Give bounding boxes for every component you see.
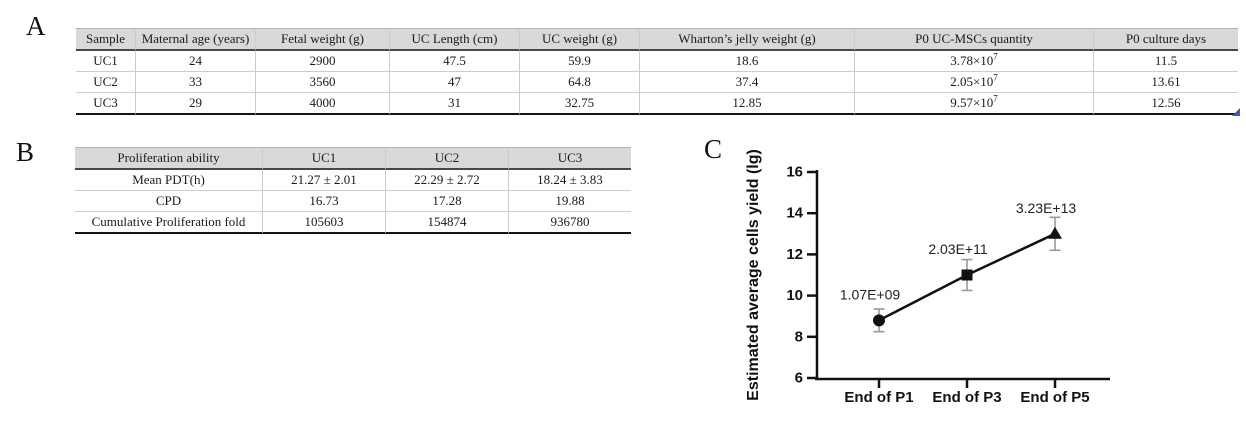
table-cell: 4000 bbox=[255, 92, 389, 115]
col-header: UC weight (g) bbox=[519, 28, 639, 51]
col-header: Wharton’s jelly weight (g) bbox=[639, 28, 854, 51]
quantity-base: 2.05×10 bbox=[950, 74, 994, 89]
table-cell: 16.73 bbox=[262, 190, 385, 211]
quantity-base: 3.78×10 bbox=[950, 53, 994, 68]
marker-triangle bbox=[1048, 226, 1062, 239]
col-header: UC3 bbox=[508, 147, 631, 170]
col-header: P0 UC-MSCs quantity bbox=[854, 28, 1093, 51]
col-header: Sample bbox=[76, 28, 135, 51]
table-cell: 105603 bbox=[262, 211, 385, 234]
table-row: UC2 33 3560 47 64.8 37.4 2.05×107 13.61 bbox=[76, 71, 1238, 92]
table-row: UC3 29 4000 31 32.75 12.85 9.57×107 12.5… bbox=[76, 92, 1238, 115]
table-cell: 19.88 bbox=[508, 190, 631, 211]
table-cell: 21.27 ± 2.01 bbox=[262, 170, 385, 190]
table-cell: UC3 bbox=[76, 92, 135, 115]
table-row: Cumulative Proliferation fold 105603 154… bbox=[75, 211, 631, 234]
col-header: Proliferation ability bbox=[75, 147, 262, 170]
table-cell: 31 bbox=[389, 92, 519, 115]
table-cell: 154874 bbox=[385, 211, 508, 234]
panel-b-label: B bbox=[16, 137, 35, 167]
quantity-cell: 2.05×107 bbox=[854, 71, 1093, 92]
proliferation-table: Proliferation ability UC1 UC2 UC3 Mean P… bbox=[75, 147, 631, 234]
quantity-exponent: 7 bbox=[993, 51, 998, 62]
y-tick-label: 8 bbox=[795, 328, 803, 345]
col-header: UC2 bbox=[385, 147, 508, 170]
x-tick-label: End of P5 bbox=[1020, 389, 1089, 406]
row-header-cell: Mean PDT(h) bbox=[132, 172, 205, 187]
quantity-base: 9.57×10 bbox=[950, 95, 994, 110]
table-header-row: Sample Maternal age (years) Fetal weight… bbox=[76, 28, 1238, 51]
table-cell: UC1 bbox=[93, 53, 118, 68]
table-header-row: Proliferation ability UC1 UC2 UC3 bbox=[75, 147, 631, 170]
col-header: Fetal weight (g) bbox=[255, 28, 389, 51]
table-cell: 37.4 bbox=[639, 71, 854, 92]
point-label: 3.23E+13 bbox=[1016, 200, 1077, 216]
y-tick-label: 6 bbox=[795, 370, 803, 387]
row-header-cell: CPD bbox=[75, 190, 262, 211]
panel-c-label: C bbox=[704, 134, 723, 164]
col-header: UC Length (cm) bbox=[389, 28, 519, 51]
table-cell: 936780 bbox=[508, 211, 631, 234]
table-cell: 3560 bbox=[255, 71, 389, 92]
y-tick-label: 16 bbox=[786, 164, 803, 181]
table-cell: 22.29 ± 2.72 bbox=[385, 170, 508, 190]
table-row: Mean PDT(h) 21.27 ± 2.01 22.29 ± 2.72 18… bbox=[75, 170, 631, 190]
y-tick-label: 14 bbox=[786, 205, 803, 222]
table-resize-handle-icon[interactable] bbox=[1232, 108, 1240, 116]
x-tick-label: End of P3 bbox=[932, 389, 1001, 406]
table-cell: 18.24 ± 3.83 bbox=[508, 170, 631, 190]
panel-a-label: A bbox=[26, 11, 46, 41]
table-cell: UC2 bbox=[76, 71, 135, 92]
table-cell: 24 bbox=[135, 51, 255, 71]
quantity-cell: 9.57×107 bbox=[854, 92, 1093, 115]
quantity-cell: 3.78×107 bbox=[854, 51, 1093, 71]
quantity-exponent: 7 bbox=[993, 72, 998, 83]
quantity-exponent: 7 bbox=[993, 93, 998, 104]
table-cell: 47.5 bbox=[389, 51, 519, 71]
table-cell: 12.56 bbox=[1093, 92, 1238, 115]
marker-square bbox=[961, 269, 973, 281]
y-tick-label: 10 bbox=[786, 287, 803, 304]
table-cell: 2900 bbox=[255, 51, 389, 71]
table-cell: 64.8 bbox=[519, 71, 639, 92]
table-cell: 32.75 bbox=[519, 92, 639, 115]
point-label: 1.07E+09 bbox=[840, 286, 901, 302]
table-cell: 47 bbox=[389, 71, 519, 92]
cells-yield-line-chart: 6 8 10 12 14 16 End of P1 End of P3 End of P5 Est… bbox=[745, 149, 1110, 406]
table-cell: 13.61 bbox=[1093, 71, 1238, 92]
table-row: CPD 16.73 17.28 19.88 bbox=[75, 190, 631, 211]
y-axis-title: Estimated average cells yield (lg) bbox=[745, 149, 762, 401]
marker-circle bbox=[873, 314, 885, 327]
table-cell: 18.6 bbox=[639, 51, 854, 71]
x-tick-label: End of P1 bbox=[844, 389, 913, 406]
table-cell: 33 bbox=[135, 71, 255, 92]
row-header-cell: Cumulative Proliferation fold bbox=[75, 211, 262, 234]
col-header: Maternal age (years) bbox=[135, 28, 255, 51]
table-cell: 11.5 bbox=[1093, 51, 1238, 71]
samples-table: Sample Maternal age (years) Fetal weight… bbox=[76, 28, 1238, 115]
col-header: UC1 bbox=[262, 147, 385, 170]
point-label: 2.03E+11 bbox=[928, 241, 988, 257]
table-cell: 59.9 bbox=[519, 51, 639, 71]
table-row: UC1 24 2900 47.5 59.9 18.6 3.78×107 11.5 bbox=[76, 51, 1238, 71]
table-cell: 29 bbox=[135, 92, 255, 115]
col-header: P0 culture days bbox=[1093, 28, 1238, 51]
table-cell: 17.28 bbox=[385, 190, 508, 211]
table-cell: 12.85 bbox=[639, 92, 854, 115]
y-tick-label: 12 bbox=[786, 246, 803, 263]
